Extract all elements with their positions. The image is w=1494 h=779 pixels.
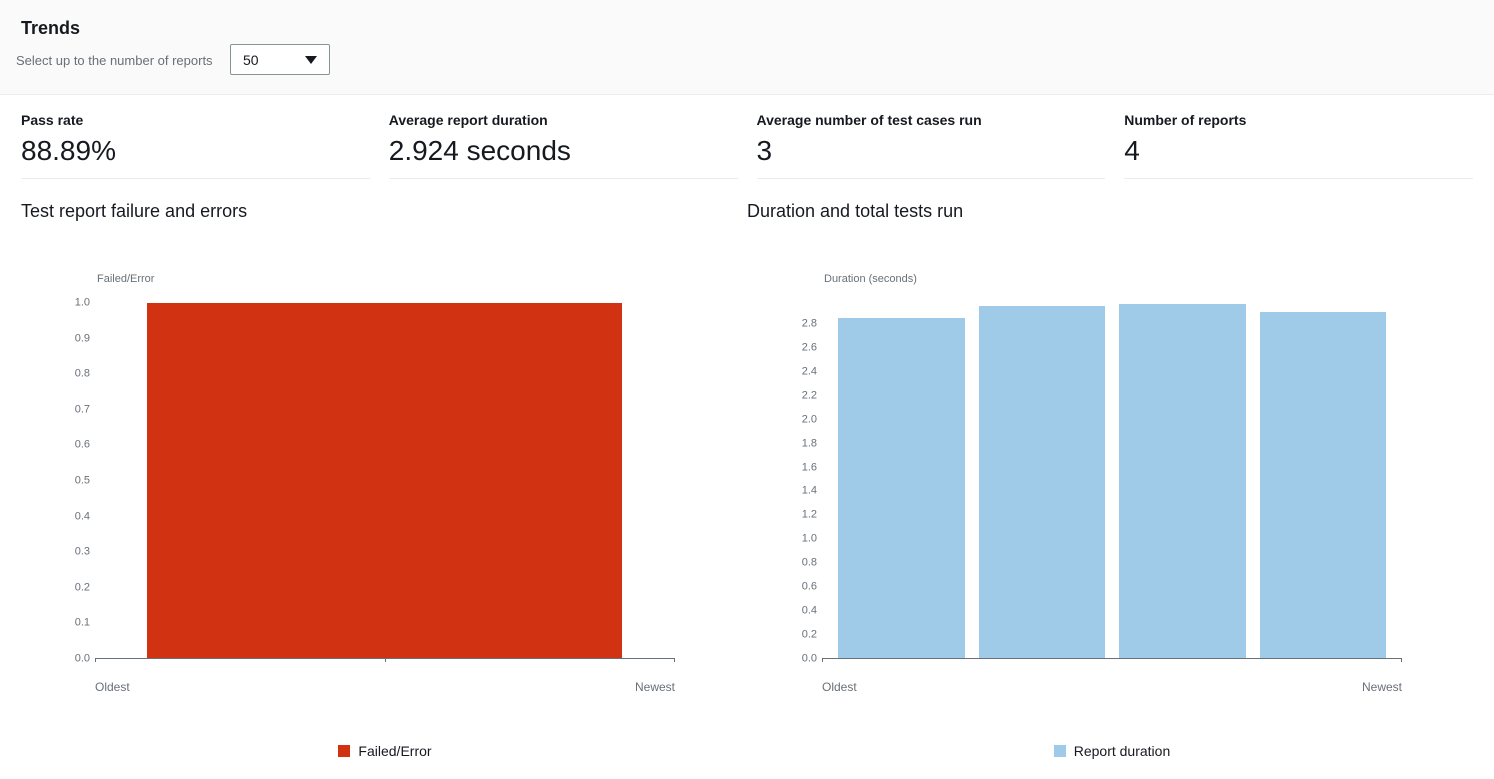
y-axis-tick-label: 2.4 xyxy=(801,365,817,378)
x-axis-tick xyxy=(95,658,96,662)
report-count-label: Select up to the number of reports xyxy=(16,53,213,68)
y-axis-tick-label: 0.8 xyxy=(801,556,817,569)
y-axis-tick-label: 0.2 xyxy=(74,581,90,594)
metric-label: Average number of test cases run xyxy=(756,112,982,128)
metric-average-report-duration: Average report duration 2.924 seconds xyxy=(388,96,738,179)
chevron-down-icon xyxy=(305,55,317,64)
y-axis-tick-label: 0.8 xyxy=(74,367,90,380)
legend-swatch xyxy=(338,745,351,757)
metric-pass-rate: Pass rate 88.89% xyxy=(21,96,370,179)
bar[interactable] xyxy=(147,303,266,658)
chart-legend: Failed/Error xyxy=(95,743,675,759)
metric-value: 4 xyxy=(1124,135,1140,166)
bar[interactable] xyxy=(265,303,385,658)
x-axis-tick xyxy=(1401,658,1402,662)
bars xyxy=(822,300,1402,658)
y-axis-tick-label: 1.4 xyxy=(801,484,817,497)
x-axis-oldest-label: Oldest xyxy=(95,680,130,694)
x-axis-tick xyxy=(674,658,675,662)
y-axis-tick-label: 0.6 xyxy=(74,438,90,451)
legend-label: Report duration xyxy=(1073,743,1171,759)
metric-value: 3 xyxy=(756,135,773,166)
bars xyxy=(95,303,675,658)
y-axis-tick-label: 0.6 xyxy=(801,580,817,593)
metric-average-test-cases-run: Average number of test cases run 3 xyxy=(756,96,1106,179)
report-count-value: 50 xyxy=(243,51,259,68)
bar[interactable] xyxy=(1119,303,1246,658)
metric-value: 88.89% xyxy=(21,135,116,166)
metric-number-of-reports: Number of reports 4 xyxy=(1124,96,1473,179)
duration-chart-title: Duration and total tests run xyxy=(747,201,964,221)
bar[interactable] xyxy=(978,305,1105,658)
chart-legend: Report duration xyxy=(822,743,1402,759)
x-axis-tick xyxy=(822,658,823,662)
bar[interactable] xyxy=(384,303,504,658)
y-axis-tick-label: 1.0 xyxy=(74,296,90,309)
y-axis-tick-label: 1.2 xyxy=(801,508,817,521)
y-axis-tick-label: 0.3 xyxy=(74,545,90,558)
x-axis-edge-labels: Oldest Newest xyxy=(95,680,675,694)
metric-label: Average report duration xyxy=(388,112,548,128)
y-axis-tick-label: 0.4 xyxy=(74,510,90,523)
x-axis-oldest-label: Oldest xyxy=(822,680,857,694)
page-title: Trends xyxy=(21,18,81,38)
report-count-select[interactable]: 50 xyxy=(230,44,330,75)
y-axis-labels: 0.0 0.2 0.4 0.6 0.8 1.0 1.2 1.4 1.6 1.8 2.0 2.2 2.4 2… xyxy=(767,300,817,664)
y-axis-tick-label: 2.8 xyxy=(801,317,817,330)
y-axis-tick-label: 1.8 xyxy=(801,437,817,450)
legend-label: Failed/Error xyxy=(358,743,432,759)
y-axis-tick-label: 0.0 xyxy=(801,652,817,665)
metrics-row: Pass rate 88.89% Average report duration… xyxy=(0,96,1494,179)
plot-area xyxy=(95,303,675,662)
failures-chart: Failed/Error 0.0 0.1 0.2 0.3 0.4 0.5 0.6 0.7 0.8… xyxy=(0,260,747,779)
metric-label: Pass rate xyxy=(21,112,84,128)
legend-item-failed-error[interactable]: Failed/Error xyxy=(338,743,432,759)
y-axis-tick-label: 2.2 xyxy=(801,389,817,402)
legend-item-report-duration[interactable]: Report duration xyxy=(1053,743,1171,759)
bar[interactable] xyxy=(503,303,622,658)
trends-header-band: Trends Select up to the number of report… xyxy=(0,0,1494,95)
y-axis-tick-label: 0.2 xyxy=(801,628,817,641)
legend-swatch xyxy=(1053,745,1066,757)
y-axis-tick-label: 0.5 xyxy=(74,474,90,487)
y-axis-title: Duration (seconds) xyxy=(824,273,917,285)
x-axis-newest-label: Newest xyxy=(634,680,675,694)
y-axis-tick-label: 0.4 xyxy=(801,604,817,617)
failures-chart-title: Test report failure and errors xyxy=(21,201,248,221)
x-axis-tick xyxy=(385,658,386,662)
x-axis-edge-labels: Oldest Newest xyxy=(822,680,1402,694)
y-axis-tick-label: 0.9 xyxy=(74,332,90,345)
y-axis-title: Failed/Error xyxy=(97,273,155,285)
y-axis-tick-label: 1.0 xyxy=(801,532,817,545)
metric-label: Number of reports xyxy=(1124,112,1247,128)
metric-value: 2.924 seconds xyxy=(388,135,571,166)
bar[interactable] xyxy=(838,317,965,658)
y-axis-tick-label: 2.0 xyxy=(801,413,817,426)
y-axis-tick-label: 0.0 xyxy=(74,652,90,665)
bar[interactable] xyxy=(1259,311,1386,658)
duration-chart: Duration (seconds) 0.0 0.2 0.4 0.6 0.8 1.0 1.2… xyxy=(727,260,1474,779)
x-axis-newest-label: Newest xyxy=(1361,680,1402,694)
plot-area xyxy=(822,300,1402,662)
y-axis-tick-label: 0.7 xyxy=(74,403,90,416)
y-axis-tick-label: 2.6 xyxy=(801,341,817,354)
y-axis-labels: 0.0 0.1 0.2 0.3 0.4 0.5 0.6 0.7 0.8 0.9 1.0 xyxy=(40,297,90,664)
y-axis-tick-label: 1.6 xyxy=(801,461,817,474)
y-axis-tick-label: 0.1 xyxy=(74,616,90,629)
